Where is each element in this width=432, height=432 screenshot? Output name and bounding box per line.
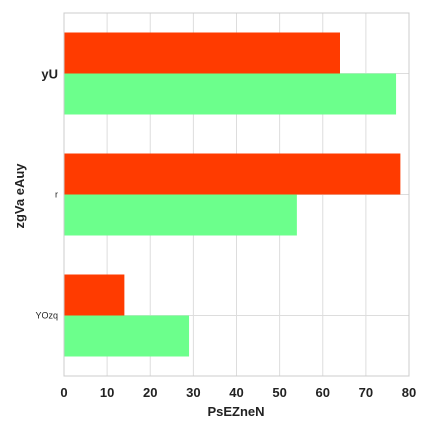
x-axis-ticks: 0 10 20 30 40 50 60 70 80 [60, 385, 416, 400]
x-tick-label: 10 [100, 385, 114, 400]
y-tick-label-YOzq: YOzq [35, 311, 58, 321]
x-tick-label: 30 [186, 385, 200, 400]
y-axis-ticks: yU r YOzq [35, 67, 58, 321]
y-axis-label: zgVa eAuy [12, 163, 27, 229]
bar-series-1-YOzq [64, 274, 125, 316]
x-tick-label: 60 [316, 385, 330, 400]
x-tick-label: 50 [272, 385, 286, 400]
x-tick-label: 20 [143, 385, 157, 400]
plot-frame [63, 12, 410, 377]
bar-series-1-yU [64, 32, 340, 74]
bar-series-2-r [64, 194, 297, 236]
x-tick-label: 0 [60, 385, 67, 400]
x-tick-label: 80 [402, 385, 416, 400]
bar-series-2-yU [64, 73, 397, 115]
bar-series-2-YOzq [64, 315, 190, 357]
y-tick-label-yU: yU [41, 67, 58, 82]
x-tick-label: 40 [229, 385, 243, 400]
x-tick-label: 70 [359, 385, 373, 400]
bars [64, 32, 401, 357]
bar-series-1-r [64, 153, 401, 195]
x-axis-label: PsEZneN [207, 404, 264, 419]
y-tick-label-r: r [55, 190, 58, 200]
